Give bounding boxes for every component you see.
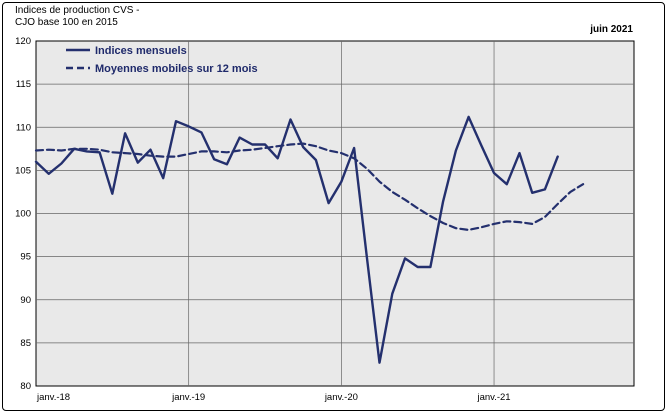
y-tick-label: 115 — [16, 79, 31, 90]
x-tick-label: janv.-19 — [171, 392, 205, 403]
x-tick-label: janv.-21 — [476, 392, 510, 403]
x-tick-label: janv.-18 — [36, 392, 70, 403]
y-tick-label: 85 — [20, 338, 31, 349]
legend-label: Indices mensuels — [95, 45, 187, 57]
y-tick-label: 100 — [15, 209, 31, 220]
chart-title-line-2: CJO base 100 en 2015 — [15, 17, 118, 28]
chart-title: Indices de production CVS - CJO base 100… — [15, 5, 140, 29]
chart-title-line-1: Indices de production CVS - — [15, 5, 140, 16]
y-tick-label: 120 — [15, 36, 31, 47]
y-tick-label: 105 — [15, 165, 31, 176]
moving-average-line — [34, 142, 585, 231]
x-tick-label: janv.-20 — [324, 392, 358, 403]
monthly-index-line — [34, 115, 559, 364]
y-tick-label: 90 — [20, 295, 31, 306]
date-label: juin 2021 — [590, 24, 633, 35]
legend-label: Moyennes mobiles sur 12 mois — [95, 63, 258, 75]
y-tick-label: 80 — [20, 381, 31, 392]
y-tick-label: 110 — [16, 122, 31, 133]
y-tick-label: 95 — [20, 252, 31, 263]
